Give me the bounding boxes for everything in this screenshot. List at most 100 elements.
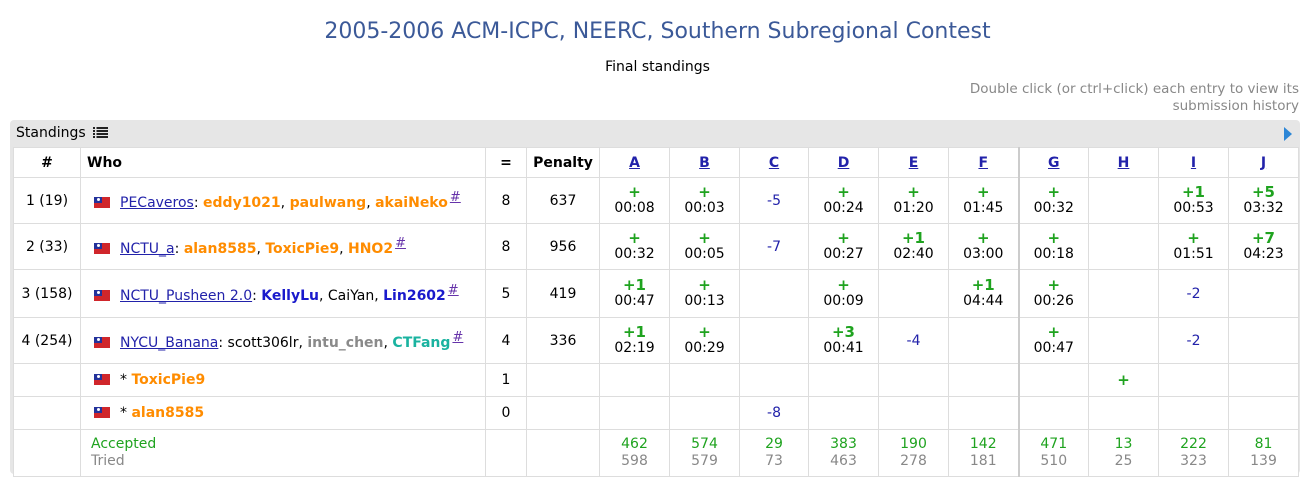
member-name[interactable]: alan8585 [131,405,205,421]
team-name-link[interactable]: NCTU_a [120,241,175,257]
result-cell[interactable]: +1 02:40 [878,223,949,270]
member-name[interactable]: scott306lr [227,335,299,351]
result-cell[interactable]: +1 00:53 [1158,177,1229,224]
problem-e-link[interactable]: E [908,154,919,171]
result-cell[interactable]: + [1088,363,1159,397]
result-cell[interactable] [808,396,879,430]
result-cell[interactable]: -7 [739,223,809,270]
problem-c-link[interactable]: C [768,154,780,171]
result-cell[interactable] [878,269,949,318]
table-row[interactable]: * alan8585 0 -8 [13,396,1299,430]
table-row[interactable]: 1 (19) PECaveros: eddy1021, paulwang, aka… [13,177,1299,224]
result-cell[interactable] [669,396,740,430]
member-name[interactable]: Lin2602 [383,288,446,304]
result-cell[interactable] [1158,396,1229,430]
result-cell[interactable]: +3 00:41 [808,317,879,364]
problem-j-header[interactable]: J [1228,147,1299,178]
member-name[interactable]: alan8585 [183,241,257,257]
result-cell[interactable] [1017,396,1089,430]
member-name[interactable]: paulwang [289,195,367,211]
result-cell[interactable]: +00:32 [1017,177,1089,224]
member-name[interactable]: CTFang [392,335,451,351]
problem-f-link[interactable]: F [978,154,989,171]
problem-g-header[interactable]: G [1017,147,1089,178]
result-cell[interactable] [1158,363,1229,397]
table-row[interactable]: 3 (158) NCTU_Pusheen 2.0: KellyLu, CaiYan… [13,269,1299,318]
result-cell[interactable] [1088,223,1159,270]
team-name-link[interactable]: PECaveros [120,195,194,211]
problem-g-link[interactable]: G [1048,154,1060,171]
result-cell[interactable] [948,396,1019,430]
result-cell[interactable] [739,317,809,364]
problem-d-header[interactable]: D [808,147,879,178]
result-cell[interactable] [1088,177,1159,224]
result-cell[interactable] [1088,396,1159,430]
result-cell[interactable]: +01:20 [878,177,949,224]
table-row[interactable]: * ToxicPie9 1 + [13,363,1299,397]
result-cell[interactable]: +00:47 [1017,317,1089,364]
problem-f-header[interactable]: F [948,147,1019,178]
result-cell[interactable]: +00:27 [808,223,879,270]
member-name[interactable]: HNO2 [347,241,394,257]
result-cell[interactable]: +00:18 [1017,223,1089,270]
result-cell[interactable]: +00:13 [669,269,740,318]
result-cell[interactable] [948,363,1019,397]
history-link[interactable]: # [452,330,464,345]
problem-j-link[interactable]: J [1260,154,1267,171]
problem-d-link[interactable]: D [837,154,850,171]
result-cell[interactable] [1017,363,1089,397]
result-cell[interactable] [1088,317,1159,364]
table-row[interactable]: 2 (33) NCTU_a: alan8585, ToxicPie9, HNO2 #… [13,223,1299,270]
result-cell[interactable]: +1 02:19 [599,317,670,364]
result-cell[interactable]: -8 [739,396,809,430]
result-cell[interactable]: +00:32 [599,223,670,270]
result-cell[interactable]: +1 04:44 [948,269,1019,318]
result-cell[interactable]: +5 03:32 [1228,177,1299,224]
table-row[interactable]: 4 (254) NYCU_Banana: scott306lr, intu_che… [13,317,1299,364]
expand-icon[interactable] [1284,127,1292,141]
result-cell[interactable]: +00:24 [808,177,879,224]
result-cell[interactable]: -4 [878,317,949,364]
history-link[interactable]: # [449,190,461,205]
member-name[interactable]: intu_chen [307,335,384,351]
history-link[interactable]: # [395,236,406,251]
member-name[interactable]: ToxicPie9 [265,241,340,257]
member-name[interactable]: CaiYan [327,288,375,304]
problem-a-link[interactable]: A [629,154,640,171]
result-cell[interactable] [739,269,809,318]
result-cell[interactable] [599,363,670,397]
problem-b-header[interactable]: B [669,147,740,178]
problem-b-link[interactable]: B [699,154,710,171]
result-cell[interactable]: +1 00:47 [599,269,670,318]
list-icon[interactable] [93,126,109,138]
member-name[interactable]: akaiNeko [375,195,448,211]
problem-h-header[interactable]: H [1088,147,1159,178]
result-cell[interactable]: -2 [1158,269,1229,318]
member-name[interactable]: eddy1021 [203,195,281,211]
result-cell[interactable]: +00:29 [669,317,740,364]
result-cell[interactable] [1228,363,1299,397]
result-cell[interactable]: +01:51 [1158,223,1229,270]
result-cell[interactable]: +00:26 [1017,269,1089,318]
result-cell[interactable] [1228,317,1299,364]
result-cell[interactable]: -2 [1158,317,1229,364]
team-name-link[interactable]: NYCU_Banana [120,335,219,351]
result-cell[interactable] [1088,269,1159,318]
member-name[interactable]: ToxicPie9 [131,372,206,388]
result-cell[interactable] [669,363,740,397]
problem-a-header[interactable]: A [599,147,670,178]
member-name[interactable]: KellyLu [261,288,319,304]
result-cell[interactable] [948,317,1019,364]
result-cell[interactable]: +00:08 [599,177,670,224]
result-cell[interactable] [878,396,949,430]
problem-c-header[interactable]: C [739,147,809,178]
result-cell[interactable] [599,396,670,430]
result-cell[interactable] [1228,269,1299,318]
result-cell[interactable]: -5 [739,177,809,224]
history-link[interactable]: # [447,283,459,298]
result-cell[interactable]: +03:00 [948,223,1019,270]
result-cell[interactable]: +00:09 [808,269,879,318]
problem-e-header[interactable]: E [878,147,949,178]
problem-i-header[interactable]: I [1158,147,1229,178]
result-cell[interactable] [878,363,949,397]
